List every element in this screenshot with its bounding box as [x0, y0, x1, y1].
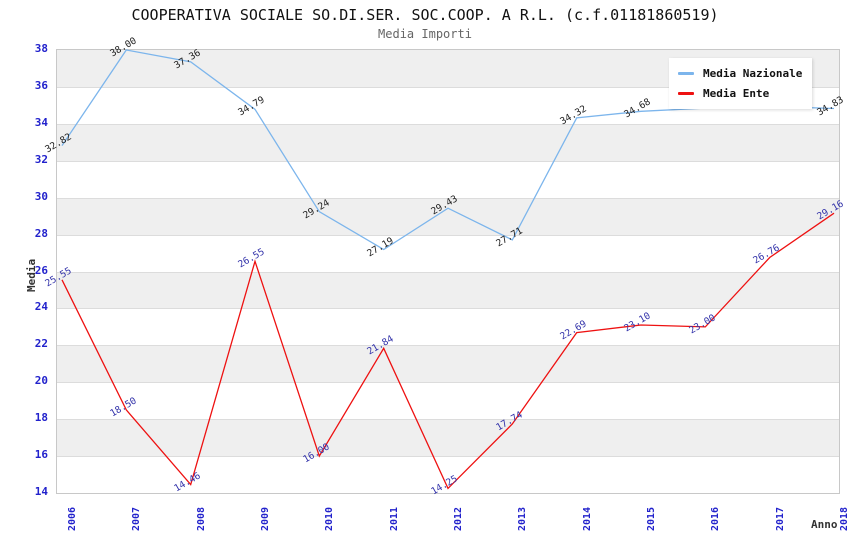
- legend-label-nazionale: Media Nazionale: [703, 66, 803, 80]
- plot-band: [57, 456, 839, 493]
- x-tick-label: 2010: [324, 506, 336, 531]
- y-tick-label: 32: [34, 152, 48, 166]
- legend-item-media-nazionale: Media Nazionale: [678, 63, 802, 83]
- chart-title: COOPERATIVA SOCIALE SO.DI.SER. SOC.COOP.…: [131, 6, 719, 24]
- x-tick-label: 2007: [131, 506, 143, 531]
- x-tick-label: 2008: [195, 506, 207, 531]
- x-tick-label: 2016: [710, 506, 722, 531]
- y-tick-label: 16: [34, 448, 48, 462]
- y-tick-label: 24: [34, 300, 48, 314]
- legend: Media Nazionale Media Ente: [669, 58, 813, 109]
- plot-area: 32.82 38.00 37.36 34.79 29.24 27.19 29.43 27.71…: [44, 35, 846, 497]
- plot-band: [57, 308, 839, 346]
- x-axis-label: Anno: [811, 518, 838, 531]
- gridline: [57, 382, 839, 384]
- y-tick-label: 22: [34, 337, 48, 351]
- gridline: [57, 456, 839, 458]
- x-tick-label: 2006: [67, 506, 78, 531]
- gridline: [57, 234, 839, 236]
- gridline: [57, 419, 839, 421]
- gridline: [57, 197, 839, 199]
- x-tick-label: 2017: [774, 506, 786, 531]
- gridline: [57, 123, 839, 125]
- line-swatch-nazionale-icon: [678, 71, 694, 75]
- x-tick-label: 2014: [581, 506, 593, 531]
- y-tick-label: 28: [34, 226, 48, 240]
- chart-subtitle: Media Importi: [378, 27, 472, 41]
- y-tick-label: 34: [34, 115, 48, 129]
- y-tick-label: 18: [34, 411, 48, 425]
- gridline: [57, 160, 839, 162]
- plot-band: [57, 419, 839, 457]
- plot-band: [57, 345, 839, 383]
- plot-band: [57, 271, 839, 309]
- plot-band: [57, 160, 839, 198]
- legend-label-ente: Media Ente: [703, 86, 770, 100]
- x-tick-label: 2011: [388, 506, 400, 531]
- series-line-1: [61, 212, 835, 490]
- x-tick-label: 2015: [646, 506, 657, 531]
- gridline: [57, 345, 839, 347]
- plot-band: [57, 382, 839, 420]
- plot-band: [57, 197, 839, 235]
- y-tick-label: 38: [34, 42, 48, 55]
- y-tick-label: 30: [34, 189, 48, 203]
- gridline: [57, 86, 839, 88]
- y-tick-label: 26: [34, 263, 48, 277]
- plot-band: [57, 234, 839, 272]
- plot-band: [57, 123, 839, 161]
- x-tick-label: 2018: [839, 506, 850, 531]
- y-tick-label: 36: [34, 78, 48, 92]
- x-tick-label: 2009: [260, 506, 271, 531]
- legend-item-media-ente: Media Ente: [678, 83, 802, 103]
- y-tick-label: 20: [34, 374, 48, 388]
- series-lines: [61, 49, 835, 490]
- x-tick-label: 2013: [517, 506, 529, 531]
- line-swatch-ente-icon: [678, 91, 694, 95]
- gridline: [57, 308, 839, 310]
- y-tick-label: 14: [34, 485, 48, 498]
- x-tick-label: 2012: [453, 506, 464, 531]
- gridline: [57, 271, 839, 273]
